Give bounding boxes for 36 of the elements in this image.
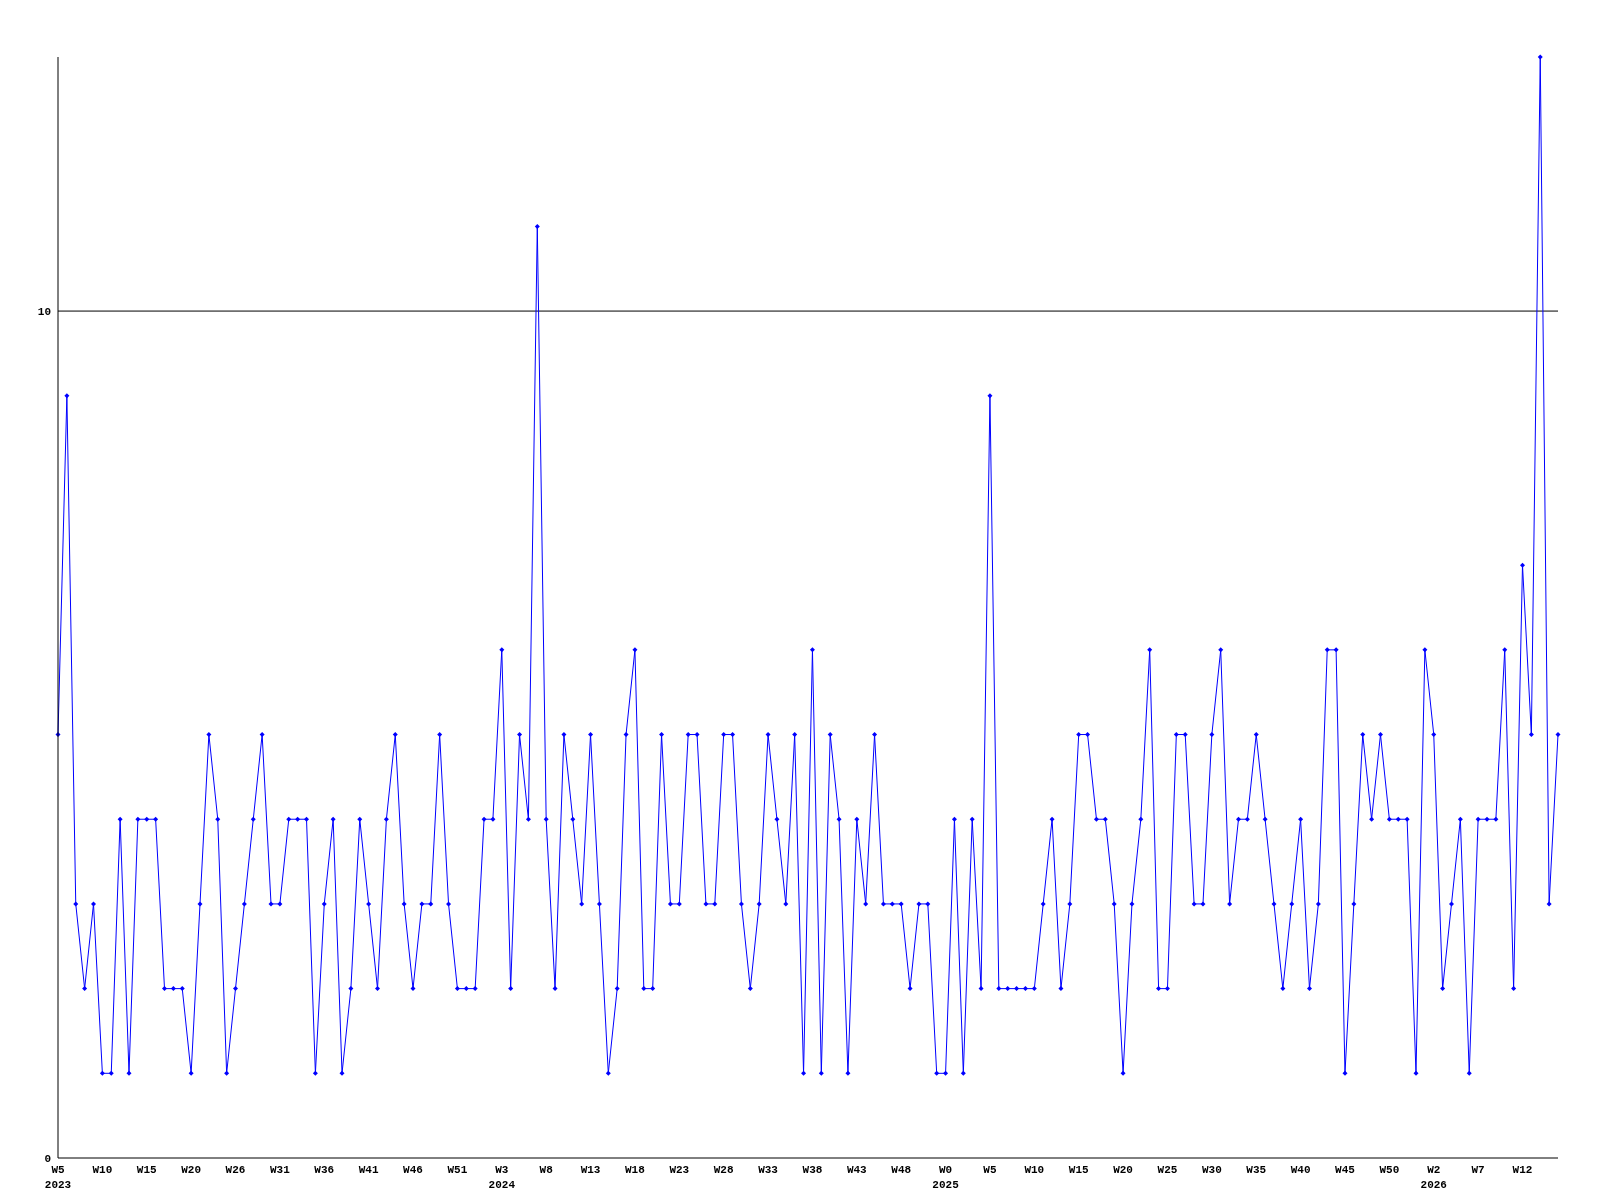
x-tick-label: W33 [758, 1164, 779, 1176]
x-tick-label: W5 2023 [44, 1164, 72, 1191]
x-tick-label: W5 [983, 1164, 997, 1176]
x-tick-label: W31 [269, 1164, 291, 1176]
x-tick-label: W20 [181, 1164, 202, 1176]
x-tick-label: W15 [1068, 1164, 1090, 1176]
x-tick-label: W23 [669, 1164, 690, 1176]
y-tick-label: 0 [44, 1152, 51, 1165]
x-tick-label: W45 [1335, 1164, 1356, 1176]
x-tick-label: W38 [802, 1164, 823, 1176]
x-tick-label: W10 [1024, 1164, 1045, 1176]
x-tick-label: W13 [580, 1164, 601, 1176]
x-tick-label: W0 2025 [932, 1164, 960, 1191]
x-tick-label: W10 [92, 1164, 113, 1176]
x-tick-label: W30 [1201, 1164, 1222, 1176]
x-tick-label: W35 [1246, 1164, 1267, 1176]
x-tick-label: W18 [625, 1164, 646, 1176]
x-tick-label: W51 [447, 1164, 468, 1176]
x-tick-label: W48 [891, 1164, 912, 1176]
x-tick-label: W15 [136, 1164, 158, 1176]
x-tick-label: W26 [225, 1164, 246, 1176]
x-tick-label: W20 [1113, 1164, 1133, 1176]
x-tick-label: W8 [539, 1164, 554, 1176]
y-tick-label: 10 [37, 305, 51, 318]
x-tick-label: W2 2026 [1420, 1164, 1447, 1191]
x-tick-label: W12 [1512, 1164, 1533, 1176]
x-tick-label: W36 [314, 1164, 335, 1176]
x-tick-label: W3 2024 [488, 1164, 516, 1191]
x-tick-label: W28 [713, 1164, 734, 1176]
x-tick-label: W43 [846, 1164, 868, 1176]
x-tick-label: W7 [1471, 1164, 1485, 1176]
x-tick-label: W46 [403, 1164, 423, 1176]
x-tick-label: W25 [1157, 1164, 1178, 1176]
x-tick-label: W40 [1290, 1164, 1311, 1176]
x-tick-label: W41 [358, 1164, 379, 1176]
x-tick-label: W50 [1379, 1164, 1400, 1176]
